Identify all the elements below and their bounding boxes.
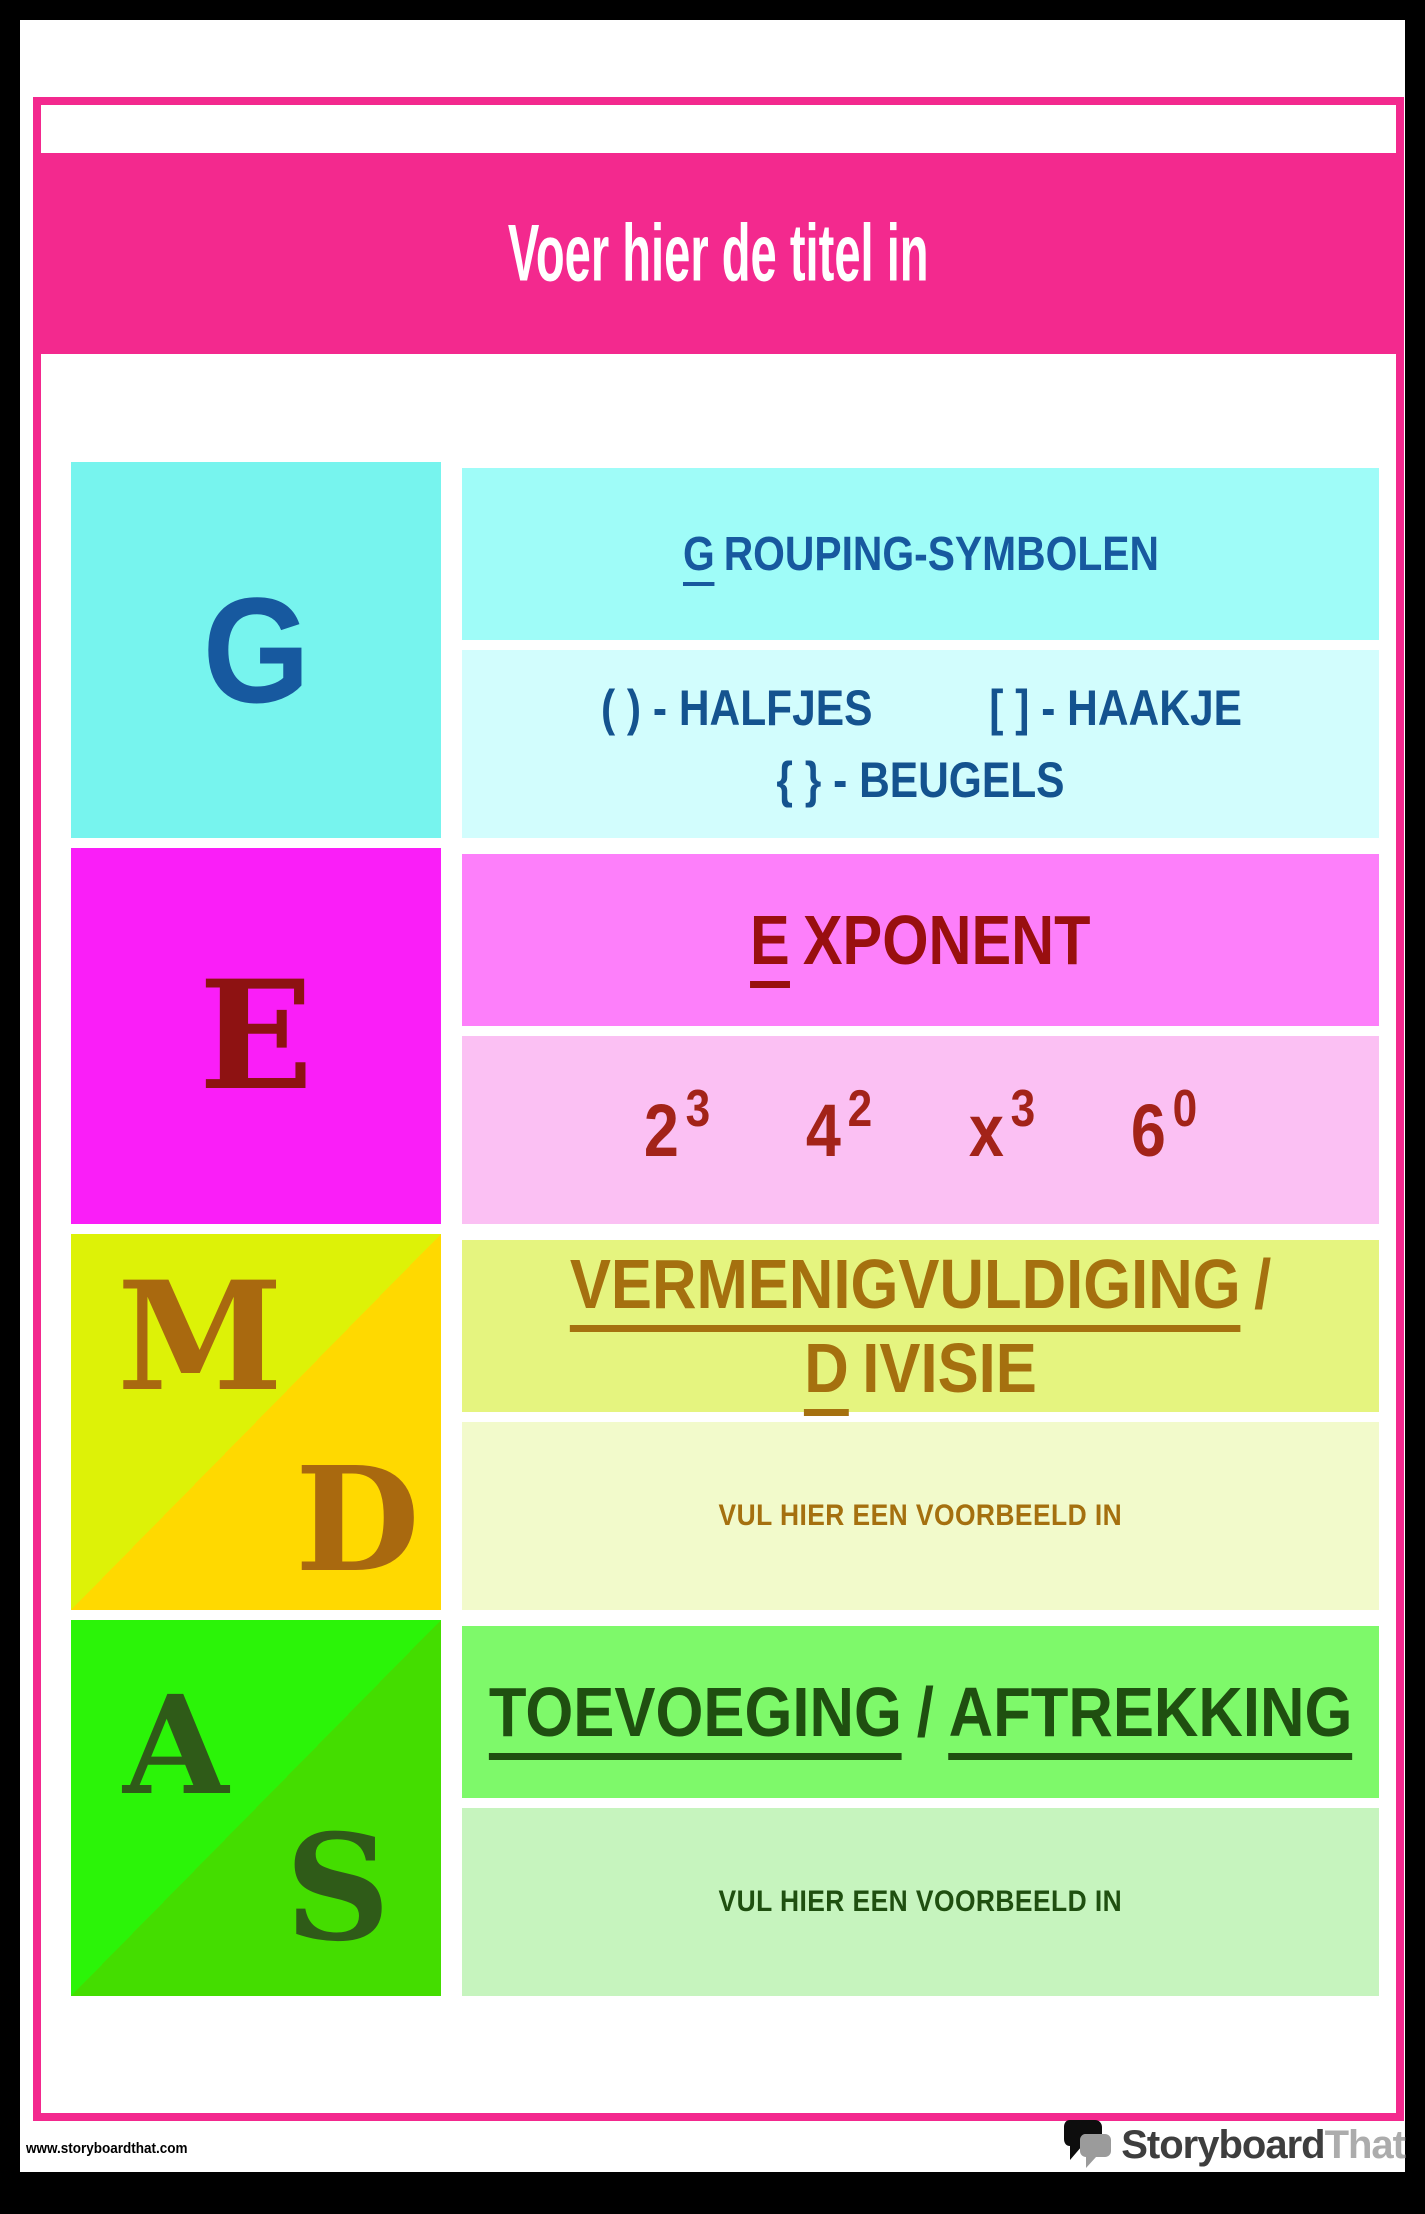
- addition-subtraction-example: VUL HIER EEN VOORBEELD IN: [462, 1808, 1379, 1996]
- grouping-examples-line2: { } - BEUGELS: [751, 751, 1090, 809]
- row-grouping: G G ROUPING-SYMBOLEN ( ) - HALFJES [ ] - …: [0, 462, 1425, 838]
- grouping-header-text: G ROUPING-SYMBOLEN: [682, 527, 1158, 586]
- multiplication-division-header-text: VERMENIGVULDIGING / D IVISIE: [569, 1242, 1271, 1417]
- speech-bubbles-icon: [1064, 2120, 1112, 2168]
- exponent-header-text: E XPONENT: [750, 900, 1091, 989]
- braces-example: { } - BEUGELS: [776, 752, 1065, 808]
- addition-subtraction-header-text: TOEVOEGING / AFTREKKING: [488, 1672, 1353, 1761]
- underlined-initial: E: [750, 901, 790, 989]
- letter-box-g: G: [71, 462, 441, 838]
- letter-box-e: E: [71, 848, 441, 1224]
- letter-a: A: [123, 1666, 229, 1826]
- row-addition-subtraction: A S TOEVOEGING / AFTREKKING VUL HIER EEN V…: [0, 1620, 1425, 1996]
- letter-m: M: [117, 1249, 284, 1425]
- multiplication-division-example: VUL HIER EEN VOORBEELD IN: [462, 1422, 1379, 1610]
- grouping-examples-line1: ( ) - HALFJES [ ] - HAAKJE: [577, 679, 1264, 737]
- multiplication-division-header: VERMENIGVULDIGING / D IVISIE: [462, 1240, 1379, 1417]
- storyboardthat-logo: StoryboardThat: [1063, 2118, 1406, 2172]
- grouping-header: G ROUPING-SYMBOLEN: [462, 468, 1379, 640]
- pink-border-frame: [33, 97, 1404, 2121]
- letter-g: G: [202, 566, 310, 734]
- page-title: Voer hier de titel in: [508, 208, 929, 299]
- parentheses-example: ( ) - HALFJES: [601, 680, 873, 736]
- grouping-examples: ( ) - HALFJES [ ] - HAAKJE { } - BEUGELS: [462, 650, 1379, 838]
- addition-subtraction-header: TOEVOEGING / AFTREKKING: [462, 1626, 1379, 1798]
- letter-e: E: [198, 948, 314, 1124]
- header-line-1: VERMENIGVULDIGING /: [569, 1242, 1271, 1333]
- letter-d: D: [295, 1435, 420, 1604]
- logo-wordmark: StoryboardThat: [1121, 2123, 1406, 2167]
- letter-s: S: [285, 1803, 391, 1974]
- footer-url: www.storyboardthat.com: [26, 2140, 188, 2157]
- brackets-example: [ ] - HAAKJE: [988, 680, 1242, 736]
- title-banner: Voer hier de titel in: [33, 153, 1404, 354]
- row-multiplication-division: M D VERMENIGVULDIGING / D IVISIE VUL HIER …: [0, 1234, 1425, 1610]
- header-line-2: D IVISIE: [570, 1326, 1271, 1417]
- letter-box-md: M D: [71, 1234, 441, 1610]
- underlined-initial: G: [682, 527, 715, 586]
- exponent-header: E XPONENT: [462, 854, 1379, 1026]
- letter-box-as: A S: [71, 1620, 441, 1996]
- example-placeholder-text: VUL HIER EEN VOORBEELD IN: [718, 1499, 1123, 1532]
- example-placeholder-text: VUL HIER EEN VOORBEELD IN: [718, 1885, 1123, 1918]
